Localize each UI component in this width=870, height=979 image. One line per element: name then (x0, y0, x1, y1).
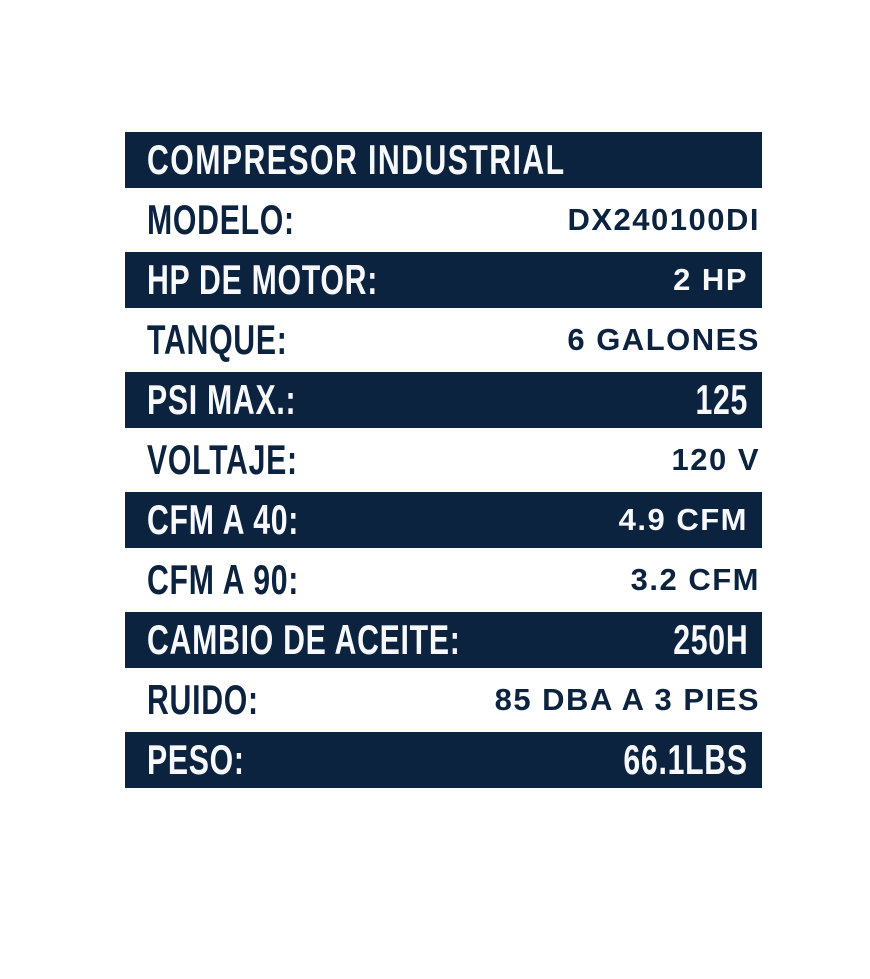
spec-row: HP DE MOTOR: 2 HP (125, 252, 762, 308)
spec-label: PSI MAX.: (147, 376, 297, 423)
page-title: COMPRESOR INDUSTRIAL (147, 136, 566, 183)
spec-row: TANQUE: 6 GALONES (125, 312, 762, 368)
spec-label: VOLTAJE: (147, 436, 298, 483)
spec-label: RUIDO: (147, 676, 259, 723)
spec-label: MODELO: (147, 196, 295, 243)
spec-row: CAMBIO DE ACEITE: 250H (125, 612, 762, 668)
spec-row: CFM A 40: 4.9 CFM (125, 492, 762, 548)
spec-row: RUIDO: 85 DBA A 3 PIES (125, 672, 762, 728)
spec-label: TANQUE: (147, 316, 288, 363)
spec-label: CAMBIO DE ACEITE: (147, 616, 461, 663)
spec-table: COMPRESOR INDUSTRIAL MODELO: DX240100DI … (125, 132, 762, 792)
spec-row: PSI MAX.: 125 (125, 372, 762, 428)
spec-value: 2 HP (673, 262, 748, 297)
spec-value: 66.1LBS (623, 736, 748, 783)
spec-row: VOLTAJE: 120 V (125, 432, 762, 488)
spec-row: PESO: 66.1LBS (125, 732, 762, 788)
spec-label: HP DE MOTOR: (147, 256, 378, 303)
spec-value: 3.2 CFM (630, 562, 760, 597)
spec-value: 250H (672, 616, 748, 663)
spec-value: 4.9 CFM (618, 502, 748, 537)
spec-rows: MODELO: DX240100DI HP DE MOTOR: 2 HP TAN… (125, 192, 762, 788)
spec-row: MODELO: DX240100DI (125, 192, 762, 248)
spec-label: CFM A 90: (147, 556, 300, 603)
spec-value: 6 GALONES (567, 322, 760, 357)
spec-value: 125 (695, 376, 748, 423)
spec-value: 120 V (671, 442, 760, 477)
spec-value: 85 DBA A 3 PIES (494, 682, 760, 717)
table-header-row: COMPRESOR INDUSTRIAL (125, 132, 762, 188)
spec-value: DX240100DI (567, 202, 760, 237)
spec-label: PESO: (147, 736, 245, 783)
spec-label: CFM A 40: (147, 496, 300, 543)
spec-row: CFM A 90: 3.2 CFM (125, 552, 762, 608)
